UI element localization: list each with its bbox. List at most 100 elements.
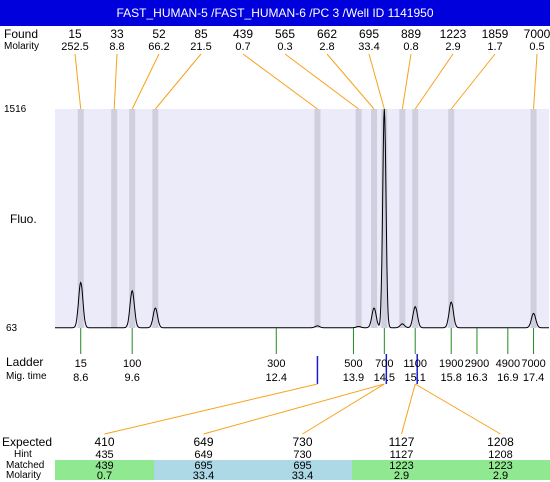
matched-size: 695	[194, 460, 213, 472]
hint-size: 1208	[488, 449, 513, 461]
ladder-mig-time: 9.6	[124, 372, 140, 384]
matched-size: 1223	[488, 460, 513, 472]
expected-connector	[401, 383, 416, 435]
found-peak-connector	[154, 53, 202, 110]
mig-time-row-label: Mig. time	[6, 371, 47, 382]
ladder-size: 500	[344, 358, 363, 370]
hint-row-label: Hint	[14, 449, 32, 460]
ladder-size: 700	[375, 358, 394, 370]
found-peak-size: 15	[68, 27, 82, 41]
hint-size: 730	[293, 449, 312, 461]
found-peak-size: 1859	[481, 27, 509, 41]
found-peak-size: 85	[194, 27, 208, 41]
peak-band	[381, 109, 388, 328]
plot-area	[55, 109, 549, 328]
peak-band	[129, 109, 136, 328]
found-peak-molarity: 2.8	[319, 41, 335, 53]
peak-band	[448, 109, 455, 328]
matched-cell	[451, 460, 550, 480]
found-peak-size: 1223	[439, 27, 467, 41]
matched-cell	[253, 460, 352, 480]
found-peak-molarity: 0.3	[277, 41, 293, 53]
ladder-mig-time: 14.5	[373, 372, 396, 384]
expected-size: 1127	[388, 435, 415, 449]
peak-band	[530, 109, 537, 328]
found-peak-molarity: 66.2	[148, 41, 170, 53]
ladder-mig-time: 12.4	[265, 372, 287, 384]
ladder-mig-time: 15.1	[404, 372, 426, 384]
found-row-label: Found	[4, 27, 39, 41]
hint-size: 649	[194, 449, 213, 461]
ladder-size: 15	[74, 358, 87, 370]
y-min-label: 63	[6, 323, 18, 334]
ladder-size: 100	[123, 358, 142, 370]
matched-molarity: 0.7	[96, 470, 113, 482]
ladder-size: 1100	[403, 358, 428, 370]
found-peak-molarity: 0.5	[529, 41, 545, 53]
ladder-mig-time: 8.6	[73, 372, 89, 384]
matched-cell	[154, 460, 253, 480]
found-peak-connector	[131, 53, 160, 110]
expected-size: 649	[193, 435, 214, 449]
ladder-mig-time: 16.3	[466, 372, 488, 384]
expected-connector	[414, 383, 501, 435]
ladder-mig-time: 17.4	[522, 372, 545, 384]
matched-molarity: 2.9	[393, 470, 410, 482]
found-peak-connector	[533, 53, 538, 110]
y-max-label: 1516	[4, 104, 27, 115]
fluo-axis-label: Fluo.	[10, 212, 37, 226]
found-peak-size: 439	[232, 27, 254, 41]
found-peak-connector	[74, 53, 82, 110]
found-peak-size: 7000	[523, 27, 550, 41]
matched-row-label: Matched	[6, 460, 45, 471]
found-peak-size: 695	[358, 27, 380, 41]
found-peak-connector	[326, 53, 375, 110]
ladder-size: 4900	[495, 358, 521, 370]
matched-cell	[55, 460, 154, 480]
matched-size: 695	[293, 460, 312, 472]
expected-size: 1208	[487, 435, 514, 449]
matched-molarity: 2.9	[492, 470, 509, 482]
peak-band	[77, 109, 84, 328]
found-peak-connector	[113, 53, 118, 110]
peak-band	[412, 109, 419, 328]
found-peak-connector	[401, 53, 412, 110]
fluorescence-trace	[55, 108, 549, 329]
hint-size: 1127	[389, 449, 414, 461]
found-peak-molarity: 1.7	[487, 41, 503, 53]
peak-band	[314, 109, 321, 328]
window-title: FAST_HUMAN-5 /FAST_HUMAN-6 /PC 3 /Well I…	[0, 0, 550, 26]
found-peak-size: 662	[316, 27, 338, 41]
matched-size: 1223	[389, 460, 414, 472]
found-peak-molarity: 252.5	[61, 41, 89, 53]
found-peak-connector	[284, 53, 359, 110]
found-peak-molarity: 0.7	[235, 41, 251, 53]
found-peak-molarity: 33.4	[358, 41, 380, 53]
found-peak-size: 33	[110, 27, 124, 41]
ladder-mig-time: 13.9	[342, 372, 365, 384]
expected-row-label: Expected	[2, 435, 53, 449]
expected-size: 410	[94, 435, 115, 449]
peak-band	[152, 109, 159, 328]
found-peak-connector	[414, 53, 454, 110]
matched-cell	[352, 460, 451, 480]
ladder-mig-time: 16.9	[497, 372, 519, 384]
expected-connector	[302, 383, 385, 435]
found-peak-connector	[242, 53, 318, 110]
found-peak-size: 565	[274, 27, 296, 41]
ladder-row-label: Ladder	[6, 355, 44, 369]
ladder-size: 7000	[521, 358, 546, 370]
found-peak-connector	[368, 53, 385, 110]
peak-band	[111, 109, 118, 328]
ladder-mig-time: 15.8	[440, 372, 462, 384]
found-peak-size: 889	[400, 27, 422, 41]
ladder-size: 1900	[438, 358, 464, 370]
found-peak-size: 52	[152, 27, 166, 41]
ladder-size: 2900	[464, 358, 490, 370]
found-peak-molarity: 8.8	[109, 41, 125, 53]
found-peak-molarity: 0.8	[403, 41, 419, 53]
molarity-row-label: Molarity	[4, 41, 40, 52]
hint-size: 435	[95, 449, 114, 461]
peak-band	[371, 109, 378, 328]
